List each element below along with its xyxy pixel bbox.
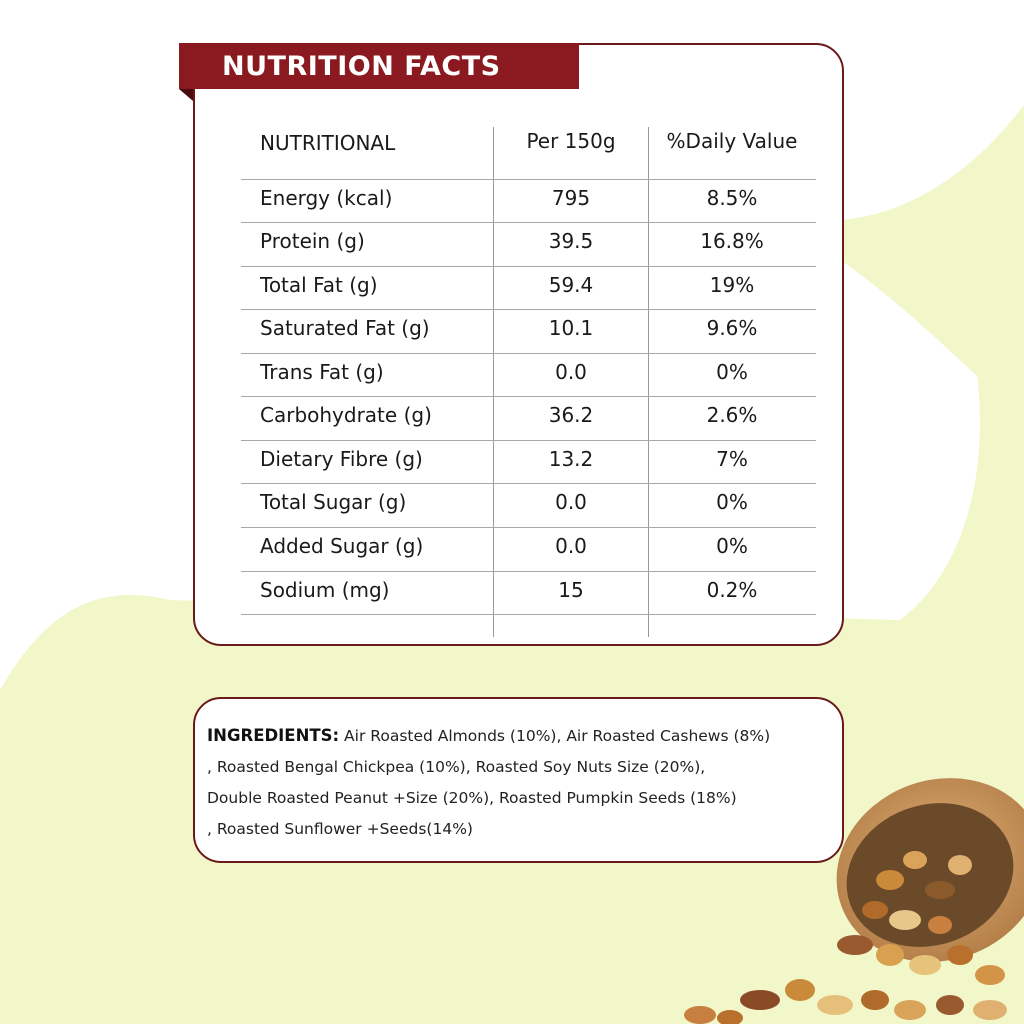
header-daily-value: %Daily Value: [666, 129, 798, 153]
background-blob-top: [840, 105, 1024, 420]
row-divider: [241, 440, 816, 441]
row-divider: [241, 179, 816, 180]
ingredients-line-2: , Roasted Bengal Chickpea (10%), Roasted…: [207, 758, 706, 776]
nutrient-value: 39.5: [548, 229, 594, 253]
nutrient-daily-value: 0%: [716, 360, 748, 384]
nutrient-daily-value: 7%: [716, 447, 748, 471]
column-divider: [493, 127, 494, 637]
row-divider: [241, 266, 816, 267]
nutrient-label: Protein (g): [260, 229, 365, 253]
nutrient-daily-value: 9.6%: [706, 316, 758, 340]
nutrient-daily-value: 0%: [716, 490, 748, 514]
nutrient-label: Trans Fat (g): [260, 360, 384, 384]
row-divider: [241, 527, 816, 528]
nutrient-value: 0.0: [555, 490, 587, 514]
nutrient-label: Saturated Fat (g): [260, 316, 430, 340]
ingredients-label: INGREDIENTS:: [207, 726, 340, 745]
nutrient-label: Dietary Fibre (g): [260, 447, 423, 471]
row-divider: [241, 309, 816, 310]
nutrient-daily-value: 16.8%: [700, 229, 764, 253]
nutrient-value: 0.0: [555, 534, 587, 558]
nutrient-label: Total Fat (g): [260, 273, 378, 297]
nutrition-facts-title: NUTRITION FACTS: [222, 51, 501, 82]
nutrient-daily-value: 19%: [709, 273, 755, 297]
nutrient-value: 59.4: [548, 273, 594, 297]
row-divider: [241, 614, 816, 615]
nutrient-label: Added Sugar (g): [260, 534, 424, 558]
nutrient-label: Energy (kcal): [260, 186, 393, 210]
title-banner: [179, 43, 579, 89]
ingredients-text: INGREDIENTS: Air Roasted Almonds (10%), …: [207, 720, 832, 845]
nutrient-label: Carbohydrate (g): [260, 403, 432, 427]
nutrient-daily-value: 0%: [716, 534, 748, 558]
ingredients-line-4: , Roasted Sunflower +Seeds(14%): [207, 820, 473, 838]
nutrient-value: 13.2: [548, 447, 594, 471]
nutrition-facts-card: [193, 43, 844, 646]
header-per-150g: Per 150g: [526, 129, 616, 153]
nutrient-value: 36.2: [548, 403, 594, 427]
nutrient-daily-value: 2.6%: [706, 403, 758, 427]
row-divider: [241, 571, 816, 572]
ingredients-line-1: INGREDIENTS: Air Roasted Almonds (10%), …: [207, 720, 832, 752]
nutrient-label: Sodium (mg): [260, 578, 390, 602]
ingredients-line-text: Air Roasted Almonds (10%), Air Roasted C…: [339, 727, 771, 745]
row-divider: [241, 396, 816, 397]
nutrient-daily-value: 0.2%: [706, 578, 758, 602]
ingredients-card: [193, 697, 844, 863]
nutrient-value: 10.1: [548, 316, 594, 340]
column-divider: [648, 127, 649, 637]
nutrient-value: 795: [551, 186, 591, 210]
row-divider: [241, 222, 816, 223]
ingredients-line-3: Double Roasted Peanut +Size (20%), Roast…: [207, 789, 737, 807]
nutrient-value: 0.0: [555, 360, 587, 384]
banner-fold: [179, 89, 193, 101]
nutrient-label: Total Sugar (g): [260, 490, 407, 514]
row-divider: [241, 353, 816, 354]
header-nutritional: NUTRITIONAL: [260, 131, 396, 155]
nut-bowl-icon: [684, 778, 1024, 1024]
row-divider: [241, 483, 816, 484]
nutrient-daily-value: 8.5%: [706, 186, 758, 210]
nutrient-value: 15: [558, 578, 584, 602]
